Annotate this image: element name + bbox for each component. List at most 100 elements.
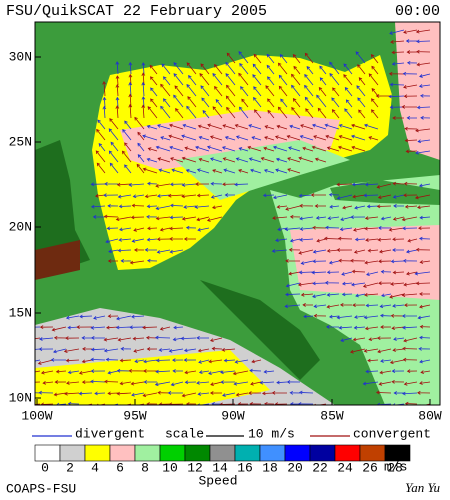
wind-arrow: [155, 358, 171, 363]
wind-arrow: [357, 97, 366, 108]
wind-arrow: [326, 325, 340, 329]
wind-arrow: [128, 183, 145, 187]
wind-arrow: [305, 108, 314, 119]
wind-arrow: [134, 359, 145, 364]
wind-arrow: [380, 269, 392, 274]
wind-arrow: [405, 149, 418, 154]
wind-arrow: [97, 119, 106, 130]
wind-arrow: [222, 182, 236, 187]
wind-arrow: [119, 358, 132, 363]
wind-arrow: [169, 182, 184, 187]
wind-arrow: [280, 98, 288, 108]
wind-arrow: [276, 380, 288, 385]
wind-arrow: [107, 203, 119, 208]
wind-arrow: [149, 64, 158, 75]
wind-arrow: [119, 381, 132, 386]
wind-arrow: [389, 359, 405, 365]
wind-arrow: [251, 359, 262, 364]
wind-arrow: [141, 81, 146, 97]
wind-arrow: [235, 157, 249, 163]
wind-arrow: [392, 181, 405, 186]
wind-arrow: [240, 86, 249, 97]
wind-arrow: [209, 135, 223, 141]
wind-arrow: [415, 247, 431, 252]
colorbar-label: 22: [312, 460, 328, 475]
wind-arrow: [404, 126, 418, 131]
wind-arrow: [238, 72, 249, 86]
wind-arrow: [185, 168, 197, 174]
wind-arrow: [337, 236, 353, 241]
wind-arrow: [118, 204, 132, 209]
wind-arrow: [253, 86, 262, 97]
colorbar-label: 10: [162, 460, 178, 475]
wind-arrow: [393, 391, 405, 395]
wind-arrow: [249, 368, 262, 373]
wind-arrow: [201, 97, 210, 108]
wind-arrow: [363, 315, 379, 320]
wind-arrow: [317, 107, 327, 119]
wind-arrow: [272, 145, 288, 152]
colorbar-title: Speed: [198, 473, 237, 488]
mountain: [35, 240, 80, 280]
speed-patch: [120, 110, 340, 170]
wind-arrow: [287, 168, 301, 174]
colorbar-swatch: [309, 444, 336, 462]
wind-arrow: [142, 392, 158, 398]
wind-arrow: [300, 124, 314, 130]
wind-arrow: [380, 216, 392, 221]
wind-arrow: [353, 249, 366, 254]
wind-arrow: [341, 292, 353, 297]
wind-arrow: [351, 269, 366, 274]
wind-arrow: [224, 135, 236, 141]
wind-arrow: [380, 359, 392, 363]
wind-arrow: [402, 226, 418, 231]
wind-arrow: [223, 168, 236, 174]
wind-arrow: [285, 259, 301, 263]
wind-arrow: [406, 60, 418, 65]
wind-arrow: [341, 281, 353, 286]
wind-arrow: [144, 248, 158, 252]
wind-arrow: [90, 336, 106, 340]
wind-arrow: [117, 194, 132, 199]
wind-arrow: [208, 359, 223, 364]
wind-arrow: [318, 86, 327, 97]
wind-arrow: [350, 348, 366, 354]
wind-arrow: [155, 335, 171, 340]
wind-arrow: [78, 391, 93, 396]
wind-arrow: [336, 315, 353, 320]
wind-arrow: [267, 76, 275, 86]
wind-arrow: [150, 98, 158, 108]
wind-arrow: [277, 62, 288, 75]
wind-arrow: [210, 194, 223, 199]
wind-arrow: [419, 381, 431, 385]
wind-arrow: [364, 226, 379, 231]
colorbar-label: 16: [237, 460, 253, 475]
wind-arrow: [344, 86, 353, 97]
wind-arrow: [207, 123, 223, 130]
wind-arrow: [65, 358, 80, 363]
wind-arrow: [271, 391, 288, 395]
colorbar-swatch: [209, 444, 236, 462]
lat-label: 10N: [9, 390, 32, 405]
wind-arrow: [391, 50, 405, 55]
wind-arrow: [116, 391, 132, 396]
wind-arrow: [418, 183, 431, 188]
wind-arrow: [403, 193, 418, 198]
lat-label: 15N: [9, 305, 32, 320]
wind-arrow: [291, 84, 301, 97]
wind-arrow: [313, 135, 327, 141]
wind-arrow: [168, 402, 184, 405]
wind-arrow: [161, 63, 171, 75]
wind-arrow: [371, 87, 379, 97]
wind-arrow: [326, 146, 340, 152]
wind-arrow: [40, 402, 54, 405]
lon-label: 95W: [123, 408, 147, 423]
wind-arrow: [338, 134, 353, 141]
wind-arrow: [364, 123, 379, 130]
wind-arrow: [181, 134, 197, 141]
wind-arrow: [53, 335, 67, 340]
wind-arrow: [141, 72, 146, 86]
wind-arrow: [147, 226, 158, 231]
wind-arrow: [304, 84, 314, 97]
wind-arrow: [90, 204, 106, 209]
